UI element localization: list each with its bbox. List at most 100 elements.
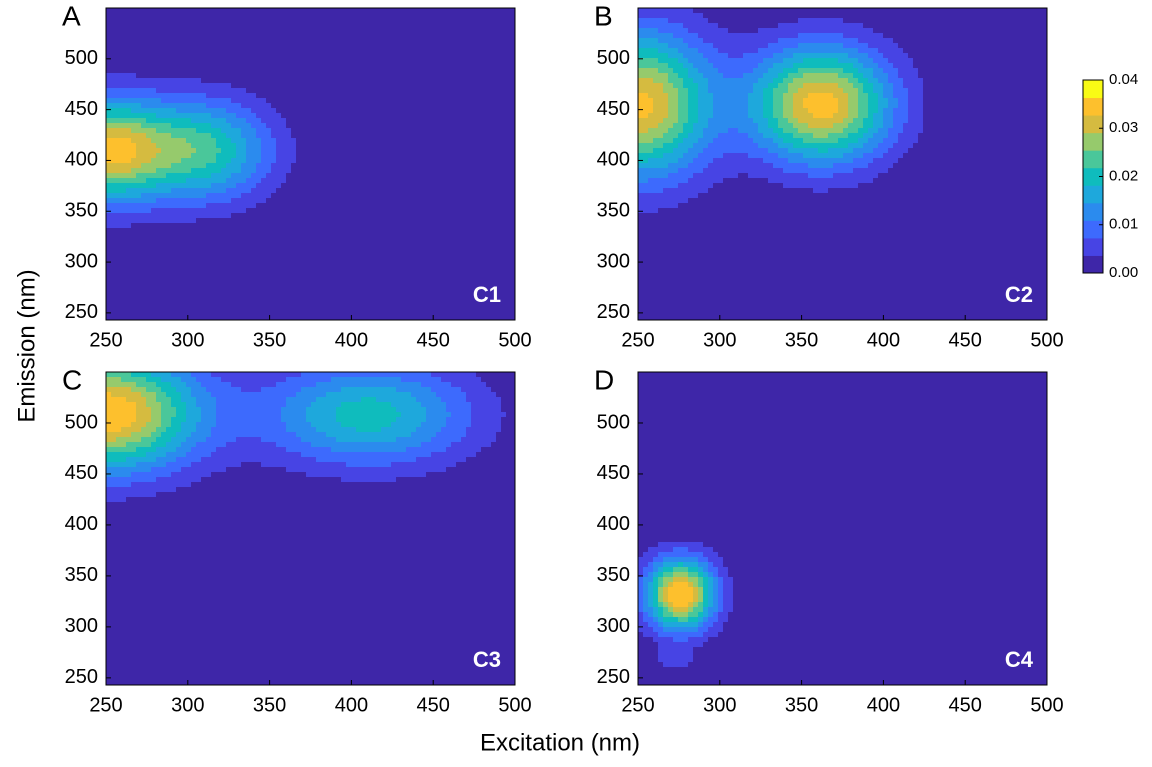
contour-cell xyxy=(336,153,342,159)
contour-cell xyxy=(146,258,152,264)
contour-cell xyxy=(221,238,227,244)
contour-cell xyxy=(496,38,502,44)
contour-cell xyxy=(456,218,462,224)
contour-cell xyxy=(371,268,377,274)
contour-cell xyxy=(141,238,147,244)
contour-cell xyxy=(496,43,502,49)
contour-cell xyxy=(391,78,397,84)
contour-cell xyxy=(231,153,237,159)
contour-cell xyxy=(151,193,157,199)
contour-cell xyxy=(131,123,137,129)
contour-cell xyxy=(196,18,202,24)
contour-cell xyxy=(356,83,362,89)
contour-cell xyxy=(416,23,422,29)
contour-cell xyxy=(241,258,247,264)
contour-cell xyxy=(431,263,437,269)
contour-cell xyxy=(186,298,192,304)
contour-cell xyxy=(166,88,172,94)
contour-cell xyxy=(496,58,502,64)
contour-cell xyxy=(146,118,152,124)
contour-cell xyxy=(351,258,357,264)
contour-cell xyxy=(486,88,492,94)
contour-cell xyxy=(496,83,502,89)
contour-cell xyxy=(256,283,262,289)
contour-cell xyxy=(246,13,252,19)
contour-cell xyxy=(431,308,437,314)
contour-cell xyxy=(431,18,437,24)
contour-cell xyxy=(216,28,222,34)
contour-cell xyxy=(446,193,452,199)
contour-cell xyxy=(106,273,112,279)
contour-cell xyxy=(126,53,132,59)
contour-cell xyxy=(181,88,187,94)
contour-cell xyxy=(301,193,307,199)
contour-cell xyxy=(121,158,127,164)
contour-cell xyxy=(316,83,322,89)
contour-cell xyxy=(381,183,387,189)
contour-cell xyxy=(216,198,222,204)
contour-cell xyxy=(291,273,297,279)
contour-cell xyxy=(261,238,267,244)
contour-cell xyxy=(476,68,482,74)
contour-cell xyxy=(391,148,397,154)
contour-cell xyxy=(316,148,322,154)
contour-cell xyxy=(381,148,387,154)
contour-cell xyxy=(356,143,362,149)
contour-cell xyxy=(451,153,457,159)
contour-cell xyxy=(156,113,162,119)
contour-cell xyxy=(171,88,177,94)
contour-cell xyxy=(436,158,442,164)
contour-cell xyxy=(331,53,337,59)
contour-cell xyxy=(426,263,432,269)
contour-cell xyxy=(431,78,437,84)
contour-cell xyxy=(496,278,502,284)
contour-cell xyxy=(186,103,192,109)
contour-cell xyxy=(136,113,142,119)
contour-cell xyxy=(251,108,257,114)
contour-cell xyxy=(411,308,417,314)
contour-cell xyxy=(466,68,472,74)
contour-cell xyxy=(256,228,262,234)
contour-cell xyxy=(441,203,447,209)
contour-cell xyxy=(391,228,397,234)
contour-cell xyxy=(231,243,237,249)
contour-cell xyxy=(371,113,377,119)
contour-cell xyxy=(186,283,192,289)
contour-cell xyxy=(321,43,327,49)
contour-cell xyxy=(506,58,512,64)
contour-cell xyxy=(141,63,147,69)
contour-cell xyxy=(296,253,302,259)
contour-cell xyxy=(351,273,357,279)
contour-cell xyxy=(306,98,312,104)
contour-cell xyxy=(131,268,137,274)
contour-cell xyxy=(336,113,342,119)
contour-cell xyxy=(476,108,482,114)
contour-cell xyxy=(276,138,282,144)
contour-cell xyxy=(131,33,137,39)
contour-cell xyxy=(321,268,327,274)
contour-cell xyxy=(361,23,367,29)
contour-cell xyxy=(376,308,382,314)
contour-cell xyxy=(341,63,347,69)
contour-cell xyxy=(311,93,317,99)
contour-cell xyxy=(291,128,297,134)
contour-cell xyxy=(491,138,497,144)
contour-cell xyxy=(456,48,462,54)
contour-cell xyxy=(171,163,177,169)
contour-cell xyxy=(261,128,267,134)
contour-cell xyxy=(466,58,472,64)
contour-cell xyxy=(336,63,342,69)
contour-cell xyxy=(431,68,437,74)
contour-cell xyxy=(261,123,267,129)
contour-cell xyxy=(496,283,502,289)
contour-cell xyxy=(441,78,447,84)
contour-cell xyxy=(326,288,332,294)
contour-cell xyxy=(471,8,477,14)
contour-cell xyxy=(311,118,317,124)
contour-cell xyxy=(496,23,502,29)
contour-cell xyxy=(151,273,157,279)
contour-cell xyxy=(206,113,212,119)
contour-cell xyxy=(471,113,477,119)
contour-cell xyxy=(391,183,397,189)
contour-cell xyxy=(481,303,487,309)
